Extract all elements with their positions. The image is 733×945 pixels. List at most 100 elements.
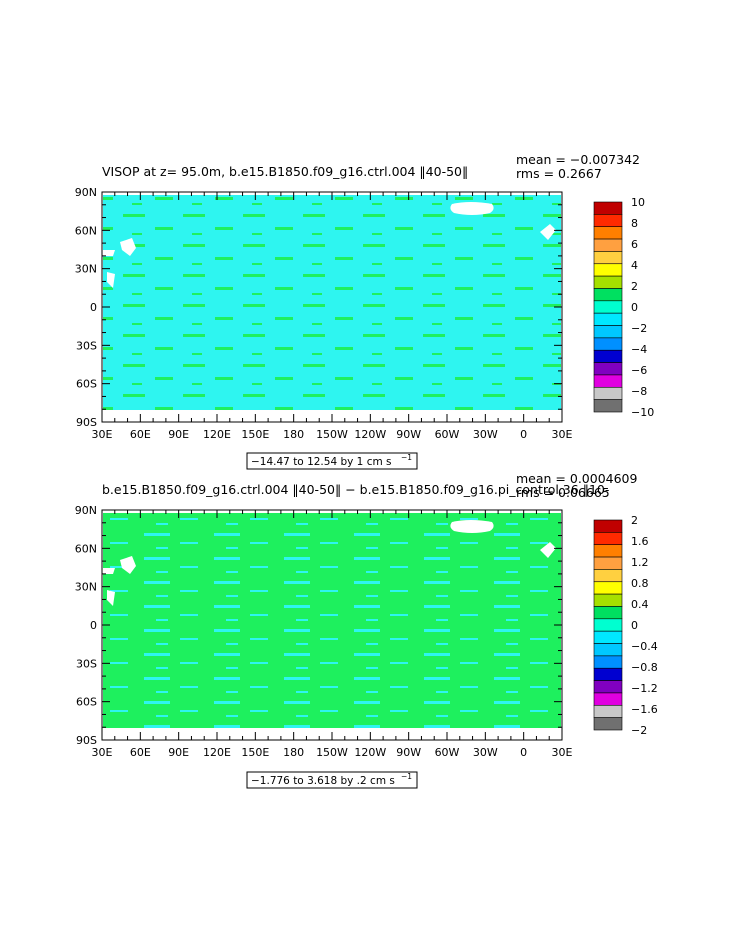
colorbar-swatch <box>593 263 623 277</box>
x-tick-label: 90W <box>396 428 421 441</box>
colorbar-label: 0 <box>631 301 638 314</box>
land-mask-3 <box>103 250 115 256</box>
x-tick-label: 90E <box>168 746 189 759</box>
colorbar-label: 4 <box>631 259 638 272</box>
colorbar-label: 2 <box>631 514 638 527</box>
x-tick-label: 30E <box>92 428 113 441</box>
land-mask-5 <box>540 224 556 240</box>
x-tick-label: 90E <box>168 428 189 441</box>
colorbar-label: 10 <box>631 196 645 209</box>
land-mask-2 <box>120 238 136 256</box>
colorbar-swatch <box>593 717 623 731</box>
colorbar-swatch <box>593 655 623 669</box>
field-fill <box>103 195 561 410</box>
colorbar-swatch <box>593 581 623 595</box>
x-tick-label: 120W <box>354 746 386 759</box>
chart-title: VISOP at z= 95.0m, b.e15.B1850.f09_g16.c… <box>102 164 468 179</box>
colorbar-swatch <box>593 300 623 314</box>
colorbar-swatch <box>593 519 623 533</box>
colorbar-swatch <box>593 606 623 620</box>
colorbar-swatch <box>593 288 623 302</box>
y-tick-label: 60S <box>76 378 97 391</box>
colorbar-label: 0.4 <box>631 598 649 611</box>
colorbar-swatch <box>593 630 623 644</box>
colorbar-label: 1.2 <box>631 556 649 569</box>
colorbar-label: −0.4 <box>631 640 658 653</box>
field-fill <box>103 513 561 728</box>
y-tick-label: 90N <box>75 186 97 199</box>
y-tick-label: 0 <box>90 619 97 632</box>
x-tick-label: 30E <box>552 428 573 441</box>
y-tick-label: 60N <box>75 542 97 555</box>
x-tick-label: 30E <box>92 746 113 759</box>
colorbar-swatch <box>593 704 623 718</box>
x-tick-label: 120E <box>203 746 231 759</box>
land-mask-5 <box>540 542 556 558</box>
range-unit-exponent: −1 <box>401 453 412 462</box>
rms-stat: rms = 0.2667 <box>516 166 602 181</box>
y-tick-label: 30N <box>75 581 97 594</box>
land-mask-4 <box>107 272 115 288</box>
x-tick-label: 150E <box>241 746 269 759</box>
colorbar-swatch <box>593 349 623 363</box>
colorbar-swatch <box>593 226 623 240</box>
colorbar-label: 8 <box>631 217 638 230</box>
colorbar-swatch <box>593 251 623 265</box>
mean-stat: mean = −0.007342 <box>516 152 640 167</box>
x-tick-label: 60W <box>435 746 460 759</box>
colorbar-swatch <box>593 214 623 228</box>
land-mask-4 <box>107 590 115 606</box>
colorbar-swatch <box>593 618 623 632</box>
range-unit-exponent: −1 <box>401 772 412 781</box>
colorbar-swatch <box>593 569 623 583</box>
land-mask-3 <box>103 568 115 574</box>
colorbar-swatch <box>593 312 623 326</box>
colorbar-swatch <box>593 692 623 706</box>
y-tick-label: 0 <box>90 301 97 314</box>
range-label-box <box>246 771 418 789</box>
land-mask-1 <box>450 520 494 533</box>
x-tick-label: 120W <box>354 428 386 441</box>
x-tick-label: 0 <box>520 428 527 441</box>
x-tick-label: 150W <box>316 428 348 441</box>
colorbar-label: −6 <box>631 364 647 377</box>
y-tick-label: 30N <box>75 263 97 276</box>
range-label-box <box>246 452 418 470</box>
colorbar-swatch <box>593 556 623 570</box>
y-tick-label: 30S <box>76 657 97 670</box>
x-tick-label: 180 <box>283 746 304 759</box>
colorbar-swatch <box>593 275 623 289</box>
colorbar-swatch <box>593 337 623 351</box>
colorbar-swatch <box>593 532 623 546</box>
colorbar-swatch <box>593 238 623 252</box>
colorbar-swatch <box>593 386 623 400</box>
x-tick-label: 30W <box>473 746 498 759</box>
colorbar-label: −2 <box>631 322 647 335</box>
colorbar-swatch <box>593 680 623 694</box>
mean-stat: mean = 0.0004609 <box>516 471 638 486</box>
x-tick-label: 0 <box>520 746 527 759</box>
colorbar-swatch <box>593 325 623 339</box>
land-mask-1 <box>450 202 494 215</box>
x-tick-label: 90W <box>396 746 421 759</box>
y-tick-label: 60N <box>75 224 97 237</box>
colorbar-swatch <box>593 201 623 215</box>
chart-panel-2: b.e15.B1850.f09_g16.ctrl.004 ‖40-50‖ − b… <box>75 471 658 789</box>
x-tick-label: 150W <box>316 746 348 759</box>
x-tick-label: 60W <box>435 428 460 441</box>
x-tick-label: 60E <box>130 428 151 441</box>
rms-stat: rms = 0.06665 <box>516 485 610 500</box>
colorbar-swatch <box>593 399 623 413</box>
x-tick-label: 120E <box>203 428 231 441</box>
y-tick-label: 60S <box>76 696 97 709</box>
x-tick-label: 30W <box>473 428 498 441</box>
colorbar-label: 1.6 <box>631 535 649 548</box>
colorbar-swatch <box>593 643 623 657</box>
x-tick-label: 150E <box>241 428 269 441</box>
colorbar-swatch <box>593 544 623 558</box>
colorbar-label: −4 <box>631 343 647 356</box>
colorbar-label: −0.8 <box>631 661 658 674</box>
colorbar-label: −1.2 <box>631 682 658 695</box>
y-tick-label: 90N <box>75 504 97 517</box>
